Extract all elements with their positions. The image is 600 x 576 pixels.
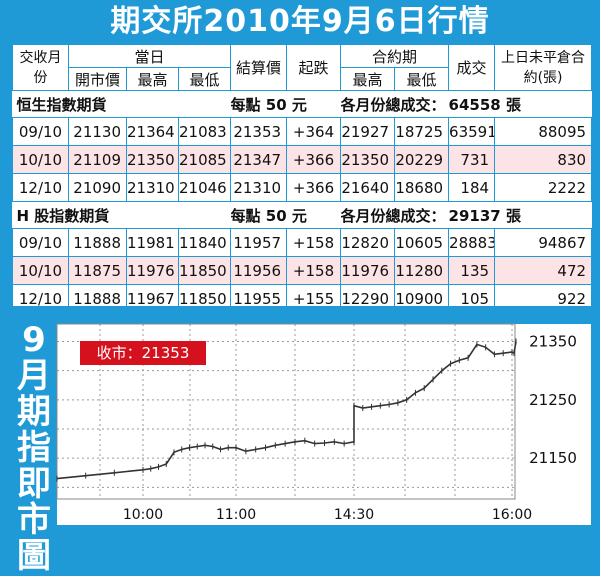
chart-title-glyph: 指 [17, 428, 51, 468]
section-name: H 股指數期貨 [12, 201, 231, 229]
cell-high: 21364 [126, 117, 179, 146]
chart-title-glyph: 9 [22, 320, 46, 360]
cell-settle: 11956 [230, 256, 288, 285]
page-title: 期交所2010年9月6日行情 [110, 4, 490, 39]
cell-settle: 21353 [230, 117, 288, 146]
chart-title-glyph: 圖 [17, 536, 51, 576]
x-axis-strip [57, 499, 515, 525]
cell-c-high: 12290 [340, 284, 396, 313]
cell-high: 11976 [126, 256, 179, 285]
cell-oi: 922 [494, 284, 593, 313]
cell-volume: 28883 [448, 228, 496, 257]
cell-settle: 11955 [230, 284, 288, 313]
page: 期交所2010年9月6日行情 交收月份 當日 結算價 起跌 合約期 成交 上日未… [12, 4, 593, 574]
cell-c-high: 11976 [340, 256, 396, 285]
cell-change: +158 [286, 228, 342, 257]
header-month: 交收月份 [12, 44, 69, 91]
table-row: 09/10 21130 21364 21083 21353 +364 21927 18725 6… [12, 117, 593, 146]
chart-title-glyph: 月 [17, 356, 51, 396]
section-row: 恒生指數期貨 每點 50 元各月份總成交： 64558 張 [12, 90, 592, 118]
cell-high: 11981 [126, 228, 179, 257]
cell-oi: 472 [494, 256, 593, 285]
header-settle: 結算價 [230, 44, 288, 91]
cell-month: 09/10 [12, 228, 69, 257]
cell-low: 11850 [177, 256, 232, 285]
chart-title-glyph: 期 [17, 392, 51, 432]
quote-table-body: 交收月份 當日 結算價 起跌 合約期 成交 上日未平倉合約(張) 開市價 最高 … [12, 44, 593, 313]
cell-c-low: 18725 [394, 117, 450, 146]
table-row: 10/10 21109 21350 21085 21347 +366 21350 20229 7… [12, 145, 593, 174]
cell-settle: 21310 [230, 173, 288, 202]
x-tick-label: 16:00 [492, 507, 532, 523]
cell-volume: 135 [448, 256, 496, 285]
cell-change: +366 [286, 145, 342, 174]
cell-c-high: 21640 [340, 173, 396, 202]
cell-c-low: 10900 [394, 284, 450, 313]
cell-month: 10/10 [12, 256, 69, 285]
cell-high: 21350 [126, 145, 179, 174]
cell-c-low: 10605 [394, 228, 450, 257]
table-row: 09/10 11888 11981 11840 11957 +158 12820 10605 2… [12, 228, 593, 257]
plot-border [56, 323, 516, 500]
cell-c-low: 20229 [394, 145, 450, 174]
cell-change: +158 [286, 256, 342, 285]
header-high: 最高 [126, 67, 179, 91]
y-tick-label: 21150 [529, 449, 577, 467]
cell-open: 21130 [68, 117, 127, 146]
cell-change: +155 [286, 284, 342, 313]
cell-month: 09/10 [12, 117, 69, 146]
cell-low: 11840 [177, 228, 232, 257]
chart-title-glyph: 即 [17, 464, 51, 504]
cell-open: 11888 [68, 284, 127, 313]
section-total-label: 各月份總成交： [340, 201, 449, 229]
header-open-interest: 上日未平倉合約(張) [494, 44, 593, 91]
x-tick-label: 10:00 [123, 507, 163, 523]
header-volume: 成交 [448, 44, 496, 91]
cell-month: 12/10 [12, 173, 69, 202]
section-name: 恒生指數期貨 [12, 90, 231, 118]
cell-high: 11967 [126, 284, 179, 313]
header-row-1: 交收月份 當日 結算價 起跌 合約期 成交 上日未平倉合約(張) [12, 44, 593, 91]
cell-change: +364 [286, 117, 342, 146]
header-open: 開市價 [68, 67, 127, 91]
header-contract-low: 最低 [394, 67, 450, 91]
header-today: 當日 [67, 44, 232, 68]
intraday-chart: 10:00 11:00 14:30 16:00 21150 21250 21350 收市：21… [56, 323, 591, 525]
quote-table-box: 交收月份 當日 結算價 起跌 合約期 成交 上日未平倉合約(張) 開市價 最高 … [12, 44, 593, 313]
y-tick-label: 21250 [529, 391, 577, 409]
cell-low: 11850 [177, 284, 232, 313]
x-tick-label: 11:00 [216, 507, 256, 523]
cell-settle: 21347 [230, 145, 288, 174]
y-tick-label: 21350 [529, 333, 577, 351]
section-total-value: 29137 張 [448, 201, 592, 229]
table-row: 12/10 21090 21310 21046 21310 +366 21640 18680 1… [12, 173, 593, 202]
cell-c-high: 21927 [340, 117, 396, 146]
section-total-value: 64558 張 [448, 90, 592, 118]
quote-table: 交收月份 當日 結算價 起跌 合約期 成交 上日未平倉合約(張) 開市價 最高 … [12, 44, 593, 313]
cell-open: 21090 [68, 173, 127, 202]
cell-month: 10/10 [12, 145, 69, 174]
cell-oi: 88095 [494, 117, 593, 146]
close-label-box [80, 341, 206, 365]
close-label: 收市：21353 [97, 344, 190, 362]
cell-oi: 830 [494, 145, 593, 174]
section-total-label: 各月份總成交： [340, 90, 449, 118]
y-axis-panel [515, 324, 591, 525]
cell-month: 12/10 [12, 284, 69, 313]
x-tick-label: 14:30 [334, 507, 374, 523]
cell-settle: 11957 [230, 228, 288, 257]
section-row: H 股指數期貨 每點 50 元各月份總成交： 29137 張 [12, 201, 592, 229]
section-point-value: 每點 50 元 [230, 201, 341, 229]
chart-title-glyph: 市 [17, 500, 51, 540]
cell-low: 21046 [177, 173, 232, 202]
table-row: 12/10 11888 11967 11850 11955 +155 12290 10900 1… [12, 284, 593, 313]
table-row: 10/10 11875 11976 11850 11956 +158 11976 11280 1… [12, 256, 593, 285]
section-point-value: 每點 50 元 [230, 90, 341, 118]
cell-low: 21083 [177, 117, 232, 146]
cell-c-low: 11280 [394, 256, 450, 285]
cell-oi: 94867 [494, 228, 593, 257]
cell-open: 11888 [68, 228, 127, 257]
